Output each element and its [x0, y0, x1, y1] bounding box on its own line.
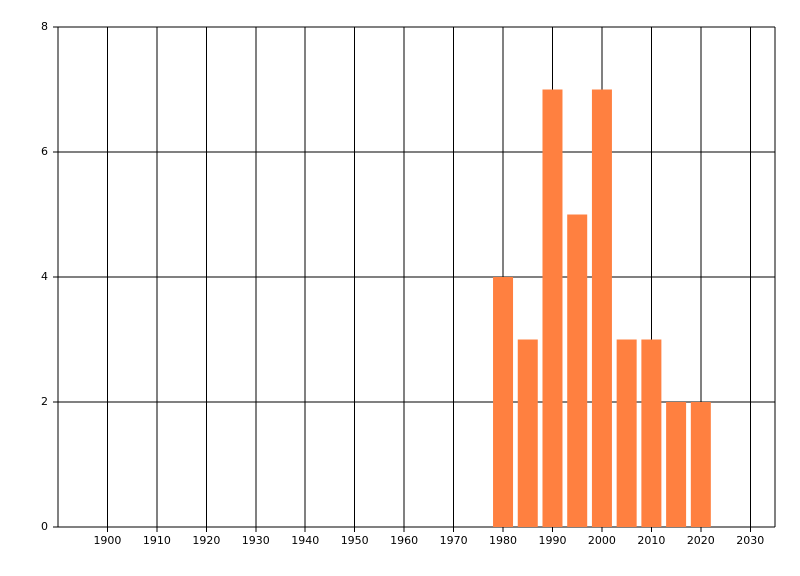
x-tick-label: 1900	[93, 534, 121, 547]
y-tick-label: 6	[41, 145, 48, 158]
x-tick-label: 1950	[341, 534, 369, 547]
bar	[542, 89, 563, 527]
x-tick-label: 1980	[489, 534, 517, 547]
y-tick-label: 0	[41, 520, 48, 533]
y-tick-label: 8	[41, 20, 48, 33]
x-tick-label: 2030	[736, 534, 764, 547]
y-tick-label: 4	[41, 270, 48, 283]
bar	[517, 339, 538, 527]
bar	[493, 277, 514, 527]
x-tick-label: 1920	[192, 534, 220, 547]
x-tick-label: 1940	[291, 534, 319, 547]
x-tick-label: 1960	[390, 534, 418, 547]
bar	[666, 402, 687, 527]
x-tick-label: 1910	[143, 534, 171, 547]
x-tick-label: 2010	[637, 534, 665, 547]
y-tick-label: 2	[41, 395, 48, 408]
bar	[567, 214, 588, 527]
x-tick-label: 2020	[687, 534, 715, 547]
x-tick-label: 1990	[538, 534, 566, 547]
x-tick-label: 1930	[242, 534, 270, 547]
x-tick-label: 2000	[588, 534, 616, 547]
bar	[690, 402, 711, 527]
x-tick-label: 1970	[440, 534, 468, 547]
bar	[641, 339, 662, 527]
bar	[591, 89, 612, 527]
bar	[616, 339, 637, 527]
